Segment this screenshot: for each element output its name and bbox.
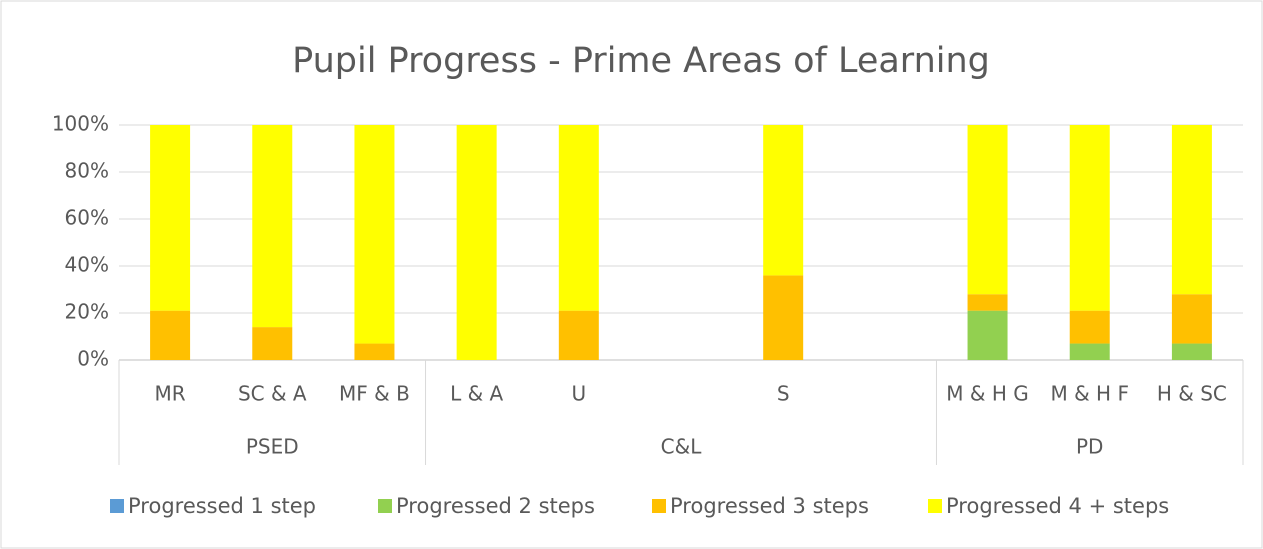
legend-label: Progressed 2 steps <box>396 494 595 518</box>
bar-segment <box>354 125 395 344</box>
bar-segment <box>252 327 293 360</box>
group-label: PSED <box>246 435 299 459</box>
bar-segment <box>763 275 804 360</box>
bar-segment <box>1069 125 1110 311</box>
bar-segment <box>967 310 1008 360</box>
legend-label: Progressed 1 step <box>128 494 316 518</box>
bar-segment <box>1171 294 1212 344</box>
bar-segment <box>150 310 191 360</box>
bar-segment <box>558 125 599 311</box>
x-tick-label: U <box>571 382 586 406</box>
bar-segment <box>967 125 1008 295</box>
bar-segment <box>1069 310 1110 344</box>
bar-segment <box>1171 125 1212 295</box>
x-tick-label: MR <box>155 382 186 406</box>
bar-segment <box>456 125 497 360</box>
group-label: PD <box>1076 435 1103 459</box>
y-tick-label: 40% <box>65 253 109 277</box>
group-label: C&L <box>661 435 703 459</box>
x-tick-label: MF & B <box>339 382 410 406</box>
legend-swatch <box>378 499 392 513</box>
y-tick-label: 80% <box>65 159 109 183</box>
legend-swatch <box>652 499 666 513</box>
x-tick-label: M & H G <box>946 382 1028 406</box>
legend-label: Progressed 4 + steps <box>946 494 1169 518</box>
bar-segment <box>252 125 293 328</box>
x-tick-label: H & SC <box>1157 382 1227 406</box>
bar-segment <box>967 294 1008 311</box>
x-tick-label: M & H F <box>1050 382 1128 406</box>
legend-swatch <box>110 499 124 513</box>
legend-swatch <box>928 499 942 513</box>
bar-segment <box>1069 343 1110 360</box>
y-tick-label: 100% <box>52 112 109 136</box>
y-tick-label: 60% <box>65 206 109 230</box>
y-tick-label: 20% <box>65 300 109 324</box>
x-tick-label: L & A <box>450 382 503 406</box>
y-tick-label: 0% <box>77 347 109 371</box>
bar-segment <box>558 310 599 360</box>
bar-segment <box>354 343 395 360</box>
bar-segment <box>150 125 191 311</box>
chart-title: Pupil Progress - Prime Areas of Learning <box>292 41 990 81</box>
bar-segment <box>763 125 804 276</box>
bar-segment <box>1171 343 1212 360</box>
x-tick-label: S <box>777 382 790 406</box>
legend-label: Progressed 3 steps <box>670 494 869 518</box>
x-tick-label: SC & A <box>238 382 307 406</box>
